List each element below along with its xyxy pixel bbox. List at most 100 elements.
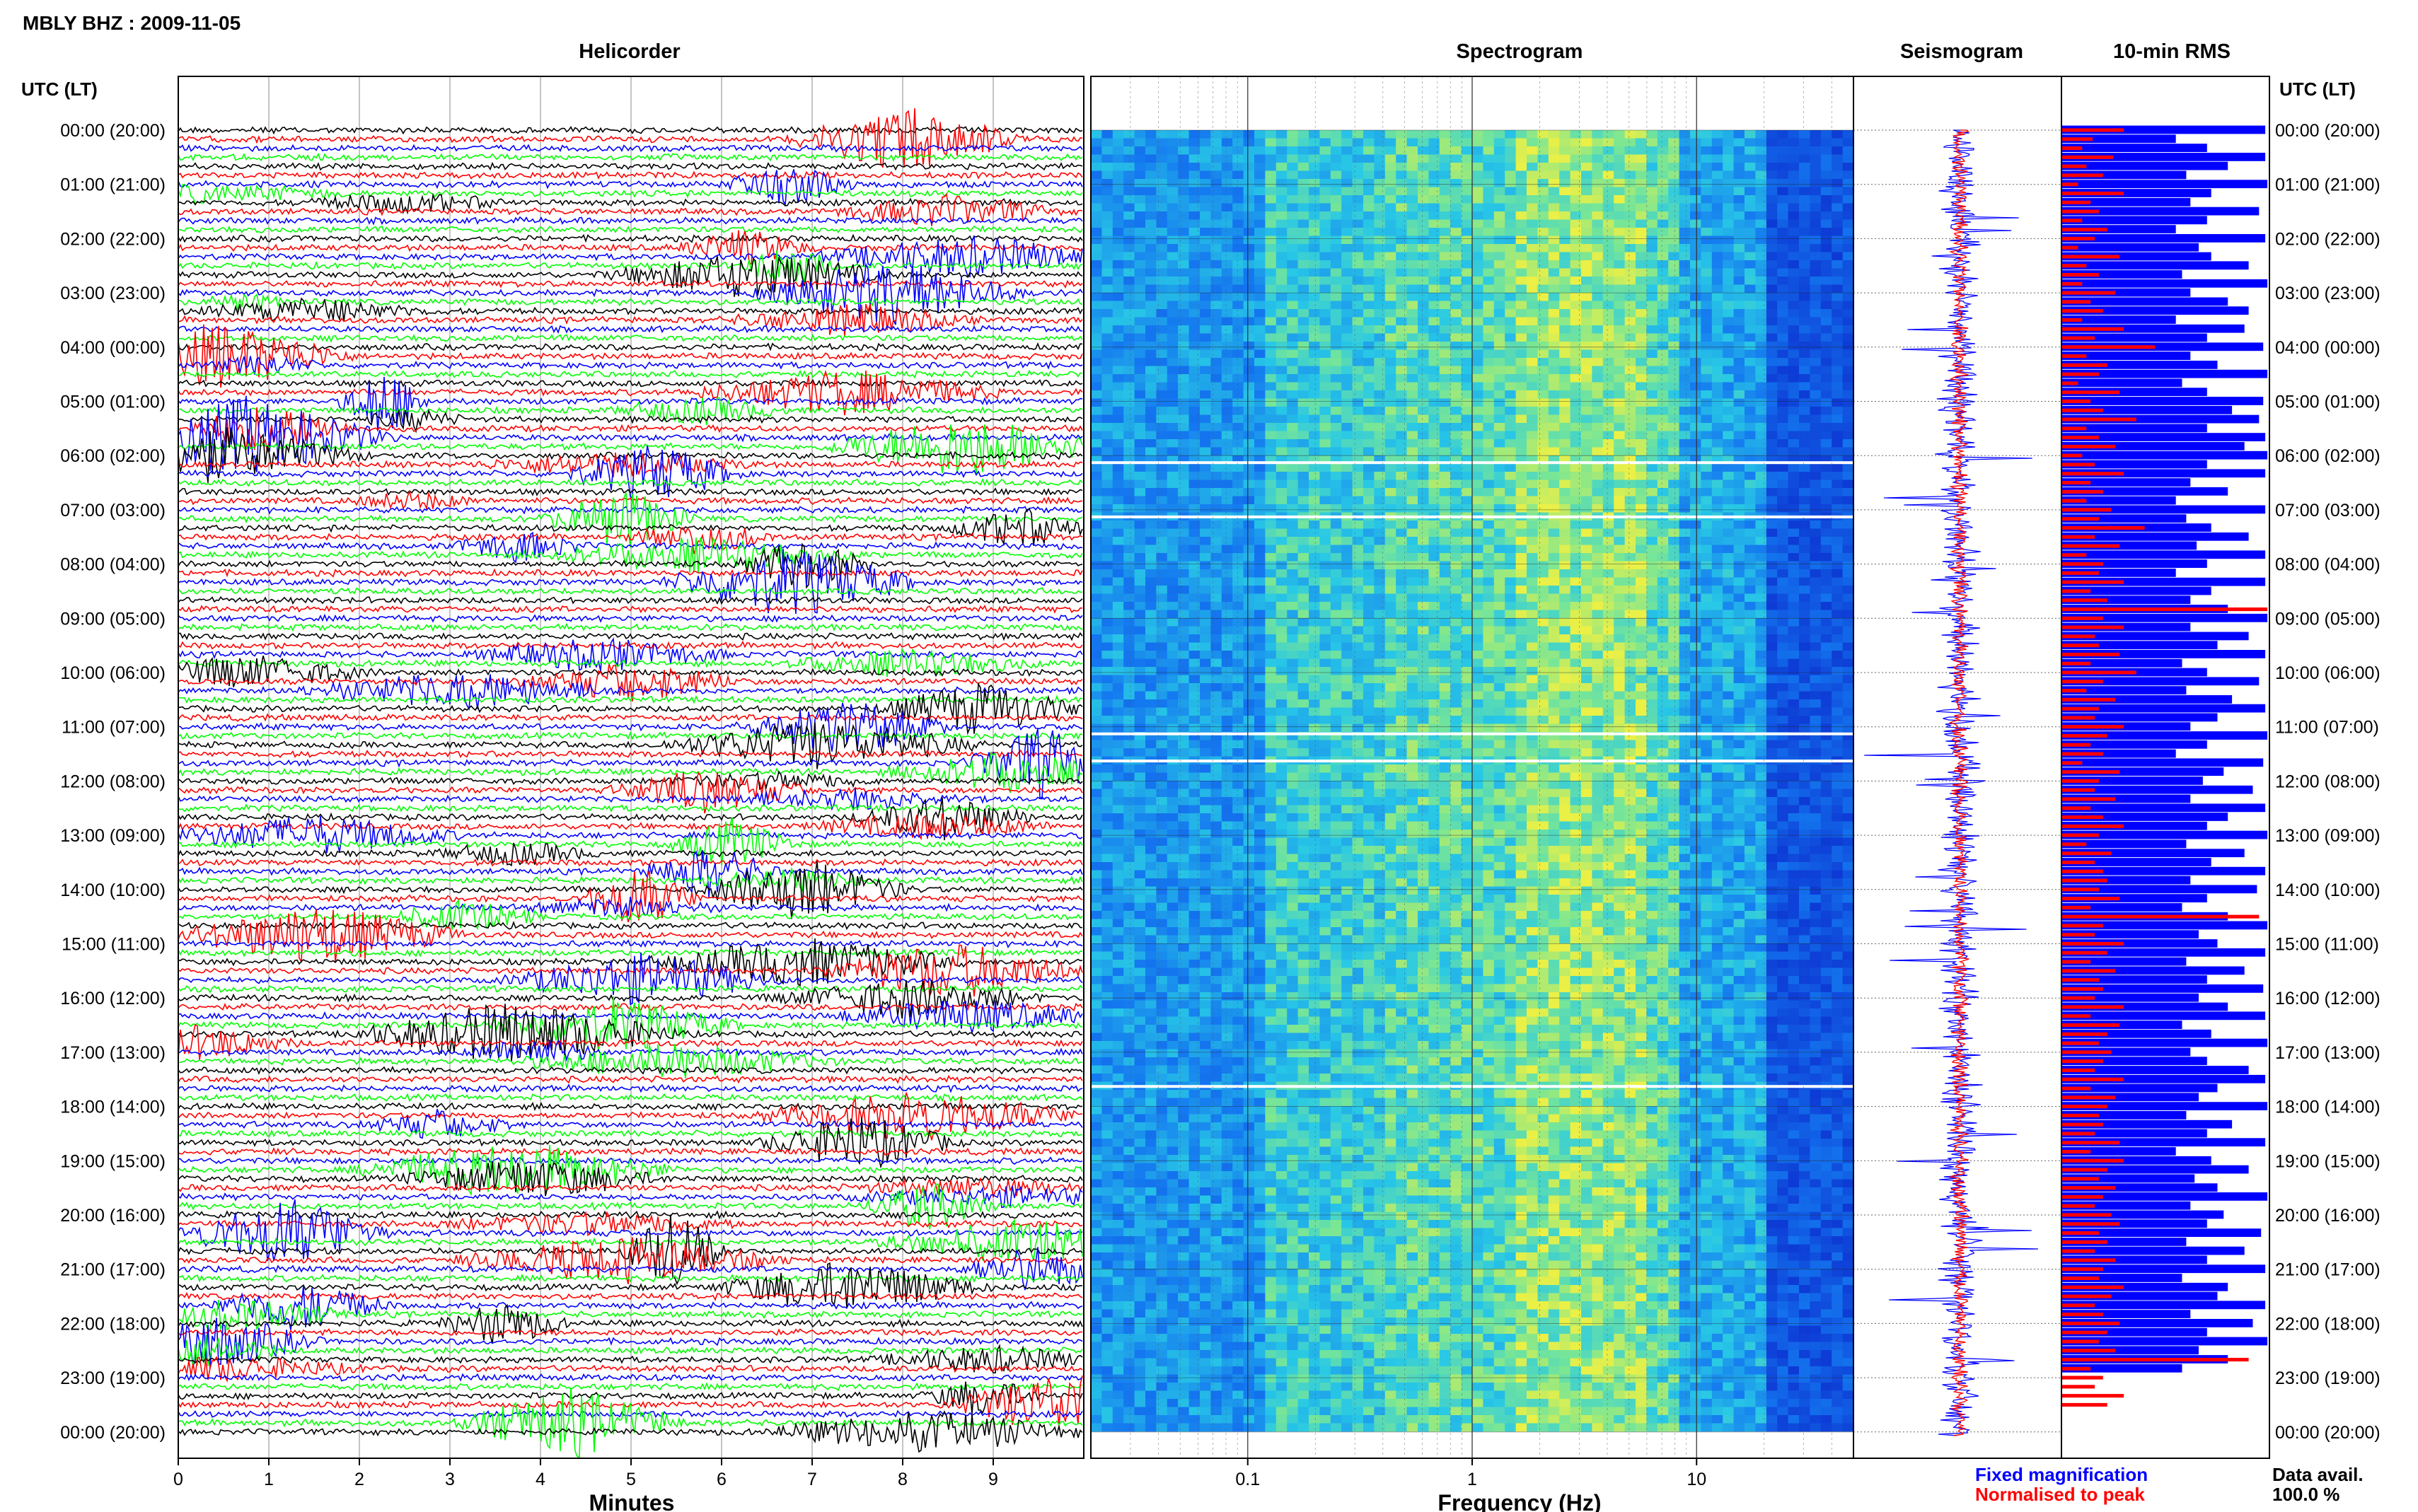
spectrogram-cell xyxy=(1200,528,1211,537)
spectrogram-cell xyxy=(1275,284,1288,293)
spectrogram-cell xyxy=(1156,317,1168,326)
spectrogram-cell xyxy=(1646,414,1658,424)
spectrogram-cell xyxy=(1167,382,1179,391)
spectrogram-cell xyxy=(1570,228,1582,236)
spectrogram-cell xyxy=(1406,488,1418,496)
spectrogram-cell xyxy=(1766,252,1778,261)
spectrogram-cell xyxy=(1810,463,1822,472)
spectrogram-cell xyxy=(1548,244,1560,252)
spectrogram-cell xyxy=(1330,407,1342,415)
spectrogram-cell xyxy=(1352,586,1364,594)
spectrogram-cell xyxy=(1472,187,1483,196)
spectrogram-cell xyxy=(1221,146,1233,155)
spectrogram-cell xyxy=(1384,479,1396,489)
spectrogram-cell xyxy=(1559,211,1571,220)
spectrogram-cell xyxy=(1592,447,1604,456)
spectrogram-cell xyxy=(1319,537,1331,545)
spectrogram-cell xyxy=(1745,479,1756,489)
spectrogram-cell xyxy=(1755,642,1767,651)
spectrogram-cell xyxy=(1384,228,1396,236)
spectrogram-cell xyxy=(1624,610,1636,619)
spectrogram-cell xyxy=(1275,407,1288,415)
spectrogram-cell xyxy=(1275,479,1288,489)
spectrogram-cell xyxy=(1799,284,1810,293)
spectrogram-cell xyxy=(1592,284,1604,293)
spectrogram-cell xyxy=(1188,154,1201,163)
spectrogram-cell xyxy=(1461,211,1473,220)
spectrogram-cell xyxy=(1755,658,1767,668)
spectrogram-cell xyxy=(1842,179,1854,187)
spectrogram-cell xyxy=(1200,211,1211,220)
spectrogram-cell xyxy=(1384,504,1396,513)
spectrogram-cell xyxy=(1352,528,1364,537)
spectrogram-cell xyxy=(1592,537,1604,545)
spectrogram-cell xyxy=(1145,528,1157,537)
spectrogram-cell xyxy=(1406,366,1418,375)
spectrogram-cell xyxy=(1200,504,1211,513)
spectrogram-cell xyxy=(1352,301,1364,310)
spectrogram-cell xyxy=(1254,382,1266,391)
spectrogram-cell xyxy=(1188,414,1201,424)
spectrogram-cell xyxy=(1701,602,1713,610)
spectrogram-cell xyxy=(1396,577,1408,586)
spectrogram-cell xyxy=(1188,349,1201,359)
helicorder-trace xyxy=(178,842,1083,867)
spectrogram-cell xyxy=(1341,634,1353,643)
spectrogram-cell xyxy=(1418,235,1429,245)
spectrogram-cell xyxy=(1167,366,1179,375)
spectrogram-cell xyxy=(1788,407,1800,415)
spectrogram-cell xyxy=(1483,219,1495,228)
helicorder-trace xyxy=(178,1344,1083,1374)
spectrogram-cell xyxy=(1145,479,1157,489)
spectrogram-cell xyxy=(1232,488,1244,496)
spectrogram-cell xyxy=(1537,569,1549,578)
spectrogram-cell xyxy=(1091,691,1102,700)
spectrogram-cell xyxy=(1156,586,1168,594)
spectrogram-cell xyxy=(1439,309,1451,318)
spectrogram-cell xyxy=(1592,130,1604,139)
spectrogram-cell xyxy=(1614,146,1626,155)
spectrogram-cell xyxy=(1766,577,1778,586)
helicorder-trace xyxy=(178,170,1083,180)
spectrogram-cell xyxy=(1668,488,1680,496)
spectrogram-cell xyxy=(1319,325,1331,334)
spectrogram-cell xyxy=(1319,569,1331,578)
spectrogram-cell xyxy=(1755,472,1767,480)
spectrogram-cell xyxy=(1711,651,1723,659)
spectrogram-cell xyxy=(1810,398,1822,407)
spectrogram-cell xyxy=(1112,496,1124,505)
spectrogram-cell xyxy=(1723,683,1735,692)
spectrogram-cell xyxy=(1711,284,1723,293)
spectrogram-cell xyxy=(1156,211,1168,220)
spectrogram-cell xyxy=(1832,545,1844,554)
spectrogram-cell xyxy=(1483,577,1495,586)
helicorder-trace xyxy=(178,899,1083,931)
spectrogram-cell xyxy=(1745,244,1756,252)
spectrogram-cell xyxy=(1091,284,1102,293)
spectrogram-cell xyxy=(1755,268,1767,277)
spectrogram-cell xyxy=(1842,431,1854,440)
spectrogram-cell xyxy=(1810,374,1822,383)
spectrogram-cell xyxy=(1711,553,1723,562)
spectrogram-cell xyxy=(1788,244,1800,252)
spectrogram-cell xyxy=(1134,277,1146,285)
spectrogram-cell xyxy=(1210,472,1222,480)
spectrogram-cell xyxy=(1592,366,1604,375)
spectrogram-cell xyxy=(1091,130,1102,139)
spectrogram-cell xyxy=(1711,203,1723,212)
spectrogram-cell xyxy=(1755,439,1767,448)
spectrogram-cell xyxy=(1755,154,1767,163)
spectrogram-cell xyxy=(1515,626,1527,635)
spectrogram-cell xyxy=(1428,333,1440,342)
spectrogram-cell xyxy=(1679,488,1691,496)
helicorder-trace xyxy=(178,293,1083,313)
spectrogram-cell xyxy=(1515,268,1527,277)
spectrogram-cell xyxy=(1461,170,1473,180)
spectrogram-cell xyxy=(1232,675,1244,684)
spectrogram-cell xyxy=(1810,382,1822,391)
spectrogram-cell xyxy=(1254,398,1266,407)
spectrogram-cell xyxy=(1309,235,1320,245)
spectrogram-cell xyxy=(1592,301,1604,310)
spectrogram-cell xyxy=(1363,309,1375,318)
spectrogram-cell xyxy=(1418,423,1429,431)
